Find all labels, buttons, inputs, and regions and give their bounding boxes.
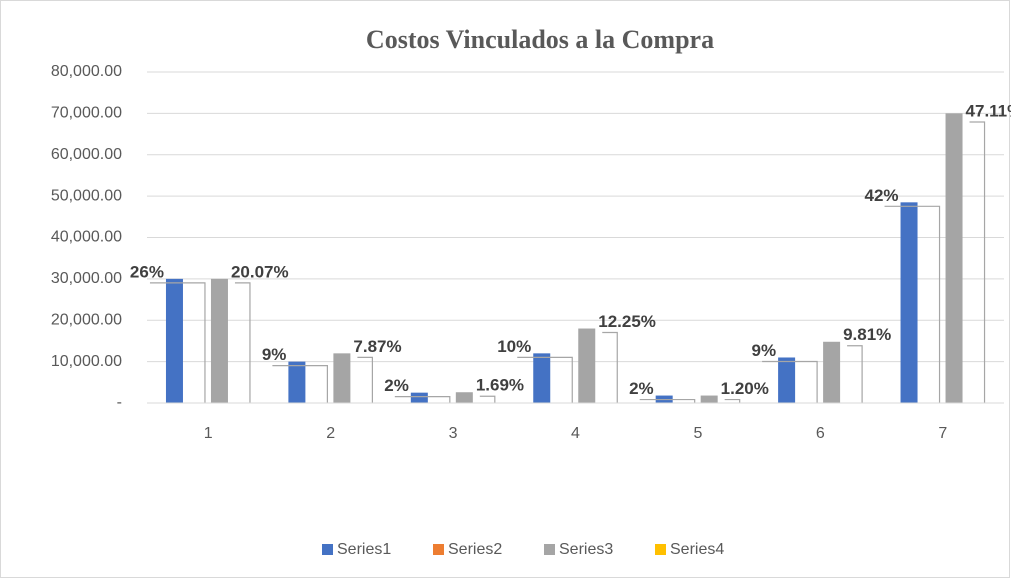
y-tick-label: 50,000.00 <box>51 187 122 204</box>
leader-line <box>272 365 328 403</box>
x-tick-label: 6 <box>816 425 825 442</box>
bar <box>778 357 796 403</box>
chart-title: Costos Vinculados a la Compra <box>366 25 714 54</box>
data-label: 26% <box>130 262 164 281</box>
leader-line <box>602 331 618 403</box>
data-label: 20.07% <box>231 262 289 281</box>
x-tick-label: 7 <box>938 425 947 442</box>
legend-label: Series1 <box>337 541 391 558</box>
x-tick-label: 1 <box>204 425 213 442</box>
data-label: 42% <box>865 186 899 205</box>
data-label: 9% <box>262 345 287 364</box>
legend-label: Series2 <box>448 541 502 558</box>
leader-line <box>479 395 496 403</box>
bar <box>165 278 183 403</box>
legend-swatch <box>544 544 555 555</box>
leader-line <box>724 398 741 403</box>
leader-line <box>149 282 206 403</box>
leader-line <box>394 396 451 403</box>
leader-line <box>969 121 986 403</box>
x-tick-label: 5 <box>693 425 702 442</box>
data-label: 2% <box>629 379 654 398</box>
y-tick-label: 40,000.00 <box>51 229 122 246</box>
x-tick-label: 4 <box>571 425 580 442</box>
bar <box>700 395 718 403</box>
bar <box>945 113 963 403</box>
y-tick-label: 30,000.00 <box>51 270 122 287</box>
legend-label: Series3 <box>559 541 613 558</box>
data-label: 1.20% <box>721 379 769 398</box>
y-tick-label: 60,000.00 <box>51 146 122 163</box>
bar <box>210 278 228 403</box>
bar <box>823 341 841 403</box>
bar <box>900 202 918 403</box>
bar <box>533 353 551 403</box>
data-label: 47.11% <box>966 101 1011 120</box>
leader-line <box>847 345 863 403</box>
bar <box>288 361 306 403</box>
y-tick-label: 70,000.00 <box>51 105 122 122</box>
data-label: 9% <box>752 341 777 360</box>
leader-line <box>234 282 251 403</box>
y-tick-label: 80,000.00 <box>51 63 122 80</box>
legend-swatch <box>433 544 444 555</box>
data-label: 9.81% <box>843 325 891 344</box>
leader-line <box>357 356 373 403</box>
legend-swatch <box>322 544 333 555</box>
bar <box>578 328 596 403</box>
data-label: 10% <box>497 337 531 356</box>
y-tick-label: - <box>117 394 122 411</box>
x-tick-label: 3 <box>449 425 458 442</box>
data-label: 12.25% <box>598 312 656 331</box>
bar <box>410 392 428 403</box>
x-tick-label: 2 <box>326 425 335 442</box>
leader-line <box>762 360 818 403</box>
legend-label: Series4 <box>670 541 724 558</box>
y-tick-label: 20,000.00 <box>51 311 122 328</box>
data-label: 7.87% <box>353 337 401 356</box>
bar <box>333 353 351 403</box>
leader-line <box>639 398 696 403</box>
leader-line <box>517 356 573 403</box>
leader-line <box>884 205 941 403</box>
y-tick-label: 10,000.00 <box>51 353 122 370</box>
data-label: 1.69% <box>476 376 524 395</box>
bar <box>455 392 473 403</box>
data-label: 2% <box>384 376 409 395</box>
legend-swatch <box>655 544 666 555</box>
